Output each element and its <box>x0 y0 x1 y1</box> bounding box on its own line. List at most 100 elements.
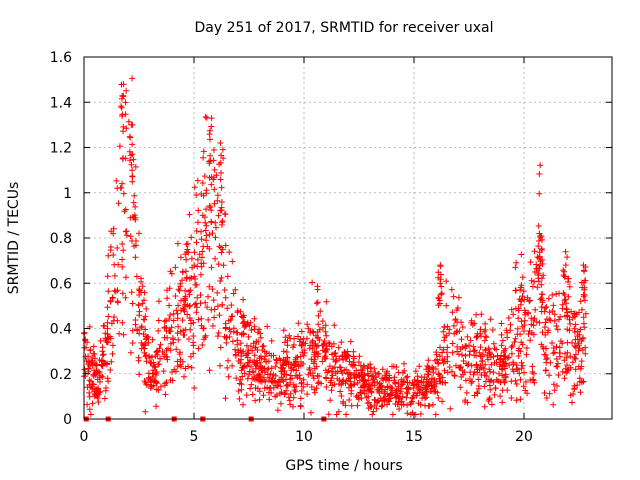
data-point <box>396 406 403 412</box>
data-point <box>359 367 366 374</box>
data-point <box>511 339 518 345</box>
data-point <box>149 354 155 360</box>
data-point <box>84 384 91 391</box>
data-point <box>222 320 229 327</box>
data-point <box>217 176 224 183</box>
data-point <box>129 121 136 128</box>
data-point <box>205 316 212 323</box>
data-point <box>495 378 502 385</box>
data-point <box>322 328 329 335</box>
data-point <box>304 321 311 328</box>
data-point <box>333 411 340 418</box>
data-point <box>84 401 91 408</box>
data-point <box>118 104 125 111</box>
data-point <box>580 314 587 321</box>
data-point <box>582 350 589 357</box>
data-point <box>397 388 404 395</box>
data-point <box>446 330 453 337</box>
data-point <box>523 351 530 358</box>
data-point <box>481 403 488 410</box>
data-point <box>132 163 139 170</box>
data-point <box>496 363 503 370</box>
data-point <box>211 186 218 193</box>
data-point <box>337 388 344 395</box>
data-point <box>238 353 244 359</box>
data-point <box>506 362 513 369</box>
data-point <box>127 349 134 356</box>
data-point <box>219 218 226 224</box>
data-point <box>145 370 152 377</box>
data-point <box>141 316 148 323</box>
data-point <box>141 345 148 352</box>
data-point <box>384 383 391 390</box>
data-point <box>550 381 557 388</box>
data-point <box>208 218 215 225</box>
data-point <box>477 330 483 337</box>
data-point <box>539 299 546 306</box>
data-point <box>138 339 145 346</box>
data-point <box>538 281 545 288</box>
data-point <box>122 99 129 106</box>
data-point <box>364 365 371 372</box>
data-point <box>409 395 416 402</box>
data-point <box>387 390 394 397</box>
data-point <box>174 240 181 247</box>
data-point <box>109 350 116 357</box>
data-point <box>173 307 180 314</box>
data-point <box>188 364 195 371</box>
data-point <box>330 356 337 363</box>
data-point <box>123 125 130 132</box>
data-point <box>562 313 568 320</box>
data-point <box>282 358 289 365</box>
data-point <box>334 375 341 382</box>
data-point <box>274 407 281 414</box>
data-point <box>321 338 328 344</box>
data-point <box>423 386 430 393</box>
y-axis-ticks: 0 0.2 0.4 0.6 0.8 1 1.2 1.4 1.6 <box>50 50 612 428</box>
data-point <box>209 286 216 293</box>
data-point <box>192 301 198 308</box>
data-point <box>471 392 478 399</box>
data-point <box>315 350 322 357</box>
data-point <box>537 162 544 169</box>
data-point <box>486 350 493 357</box>
data-point <box>493 346 500 353</box>
data-point <box>127 233 134 240</box>
data-point <box>130 199 137 206</box>
data-point <box>569 314 576 321</box>
data-point <box>283 359 290 366</box>
data-point <box>544 329 551 336</box>
data-point <box>490 340 497 347</box>
data-point <box>329 372 336 379</box>
data-point <box>157 355 164 362</box>
data-point <box>385 397 392 404</box>
data-point <box>296 338 303 345</box>
data-point <box>572 366 579 373</box>
data-point <box>141 297 147 304</box>
data-point <box>416 389 423 396</box>
data-point <box>143 305 150 312</box>
data-point <box>581 277 588 284</box>
data-point <box>187 287 194 294</box>
data-point <box>269 375 276 382</box>
data-point <box>183 249 190 255</box>
data-point <box>90 343 97 350</box>
data-point <box>123 274 129 281</box>
data-point <box>167 340 174 347</box>
data-point <box>308 409 314 416</box>
data-point <box>329 382 336 389</box>
data-point <box>195 219 201 226</box>
data-point <box>433 349 440 356</box>
data-point <box>438 291 445 298</box>
data-point <box>464 333 471 340</box>
data-point <box>148 379 155 386</box>
data-point <box>146 353 153 360</box>
data-point <box>238 386 245 393</box>
data-point <box>515 353 522 359</box>
data-point <box>580 291 587 298</box>
data-point <box>238 313 245 320</box>
data-point <box>232 351 239 358</box>
data-point <box>198 322 205 329</box>
data-point <box>518 297 525 304</box>
data-point <box>523 345 530 351</box>
